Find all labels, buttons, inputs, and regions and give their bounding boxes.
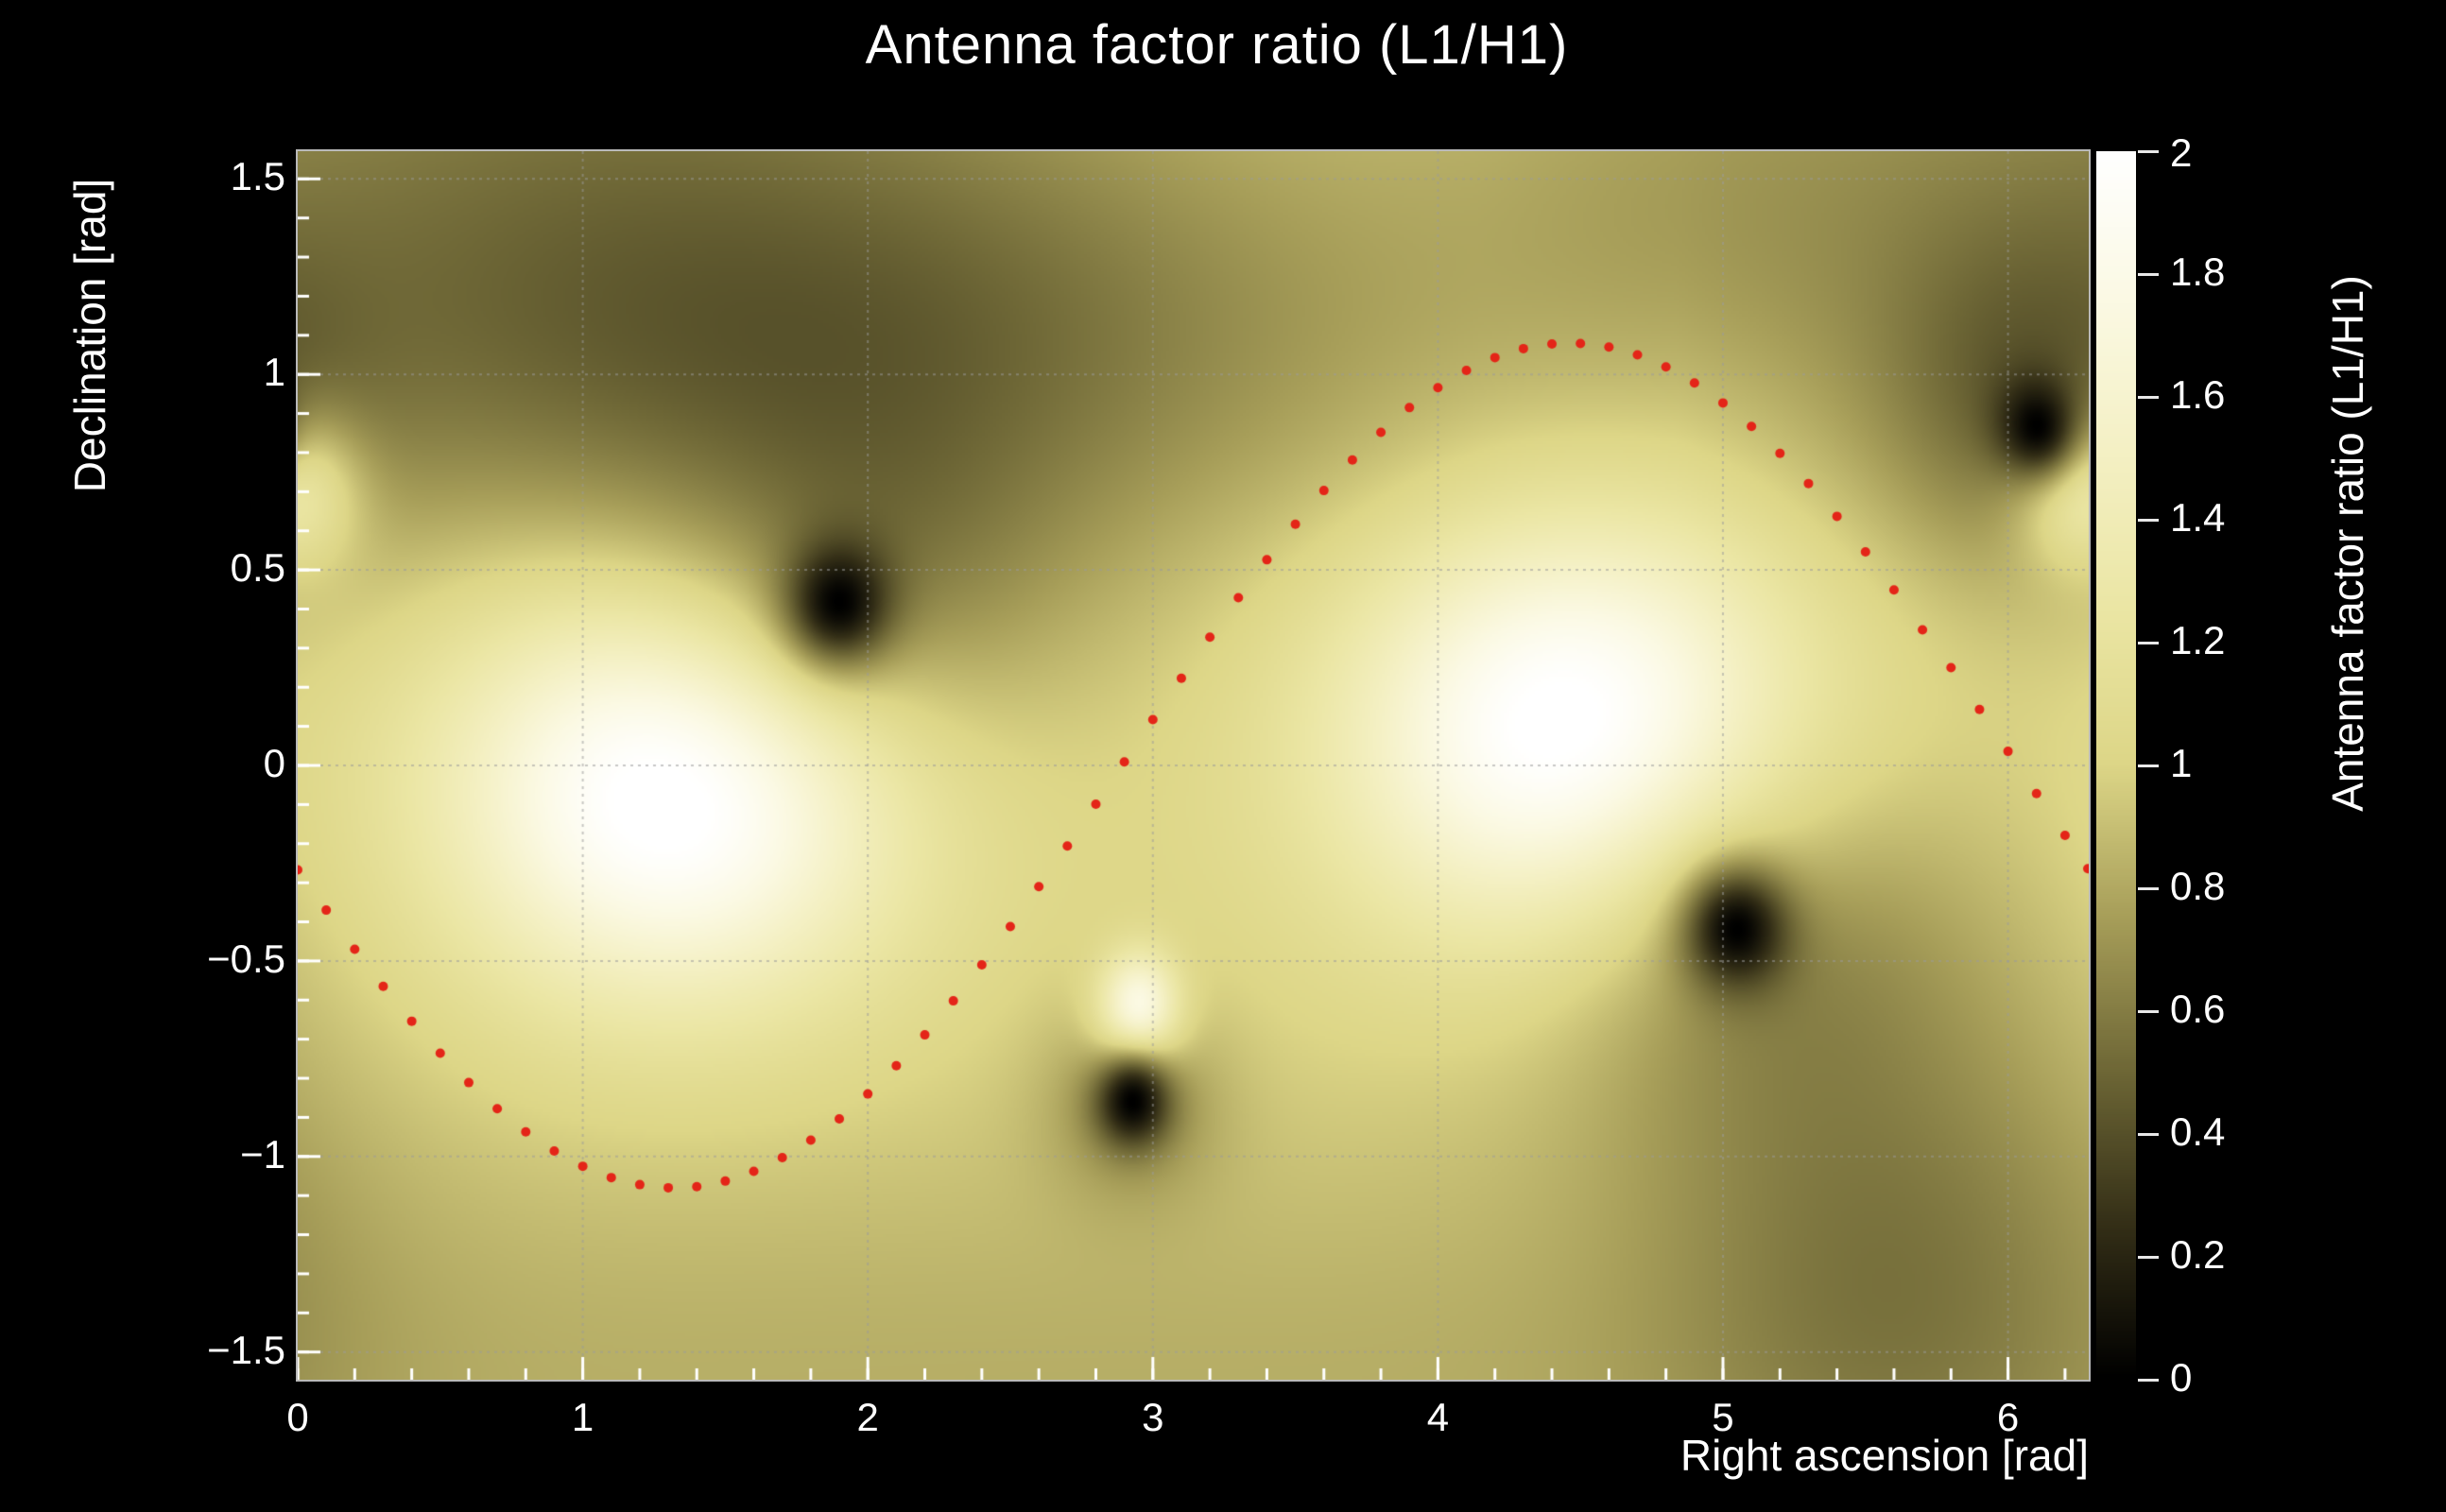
- chart-title: Antenna factor ratio (L1/H1): [865, 14, 1569, 76]
- colorbar-tick: [2138, 273, 2159, 276]
- colorbar-tick: [2138, 642, 2159, 644]
- x-tick-label: 5: [1712, 1395, 1734, 1439]
- y-tick-label: 0: [263, 741, 285, 785]
- colorbar-tick: [2138, 1133, 2159, 1136]
- y-tick-label: −1.5: [207, 1327, 285, 1372]
- colorbar-tick-label: 0.6: [2170, 987, 2226, 1031]
- colorbar-tick-label: 0.4: [2170, 1109, 2226, 1154]
- x-axis-title: Right ascension [rad]: [1679, 1431, 2089, 1480]
- colorbar-tick: [2138, 150, 2159, 153]
- x-tick-label: 6: [1996, 1395, 2020, 1439]
- colorbar-tick: [2138, 1010, 2159, 1013]
- colorbar-tick: [2138, 519, 2159, 522]
- colorbar-tick-label: 1: [2170, 741, 2193, 785]
- colorbar-tick-label: 0.2: [2170, 1232, 2226, 1277]
- colorbar-tick-label: 0: [2170, 1355, 2193, 1400]
- colorbar-tick-label: 1.2: [2170, 618, 2226, 662]
- x-tick-label: 4: [1426, 1395, 1450, 1439]
- x-tick-label: 3: [1142, 1395, 1164, 1439]
- y-tick-label: 1.5: [230, 154, 285, 199]
- colorbar-title: Antenna factor ratio (L1/H1): [2323, 275, 2372, 812]
- x-tick-label: 2: [856, 1395, 879, 1439]
- colorbar-tick: [2138, 887, 2159, 890]
- y-tick-label: 1: [263, 350, 285, 395]
- y-tick-label: 0.5: [230, 545, 285, 591]
- colorbar-tick-label: 1.8: [2170, 249, 2226, 294]
- x-tick-label: 1: [571, 1395, 594, 1439]
- colorbar-tick-label: 0.8: [2170, 864, 2226, 908]
- colorbar-tick-label: 1.4: [2170, 495, 2226, 540]
- colorbar-tick: [2138, 1379, 2159, 1382]
- colorbar-tick: [2138, 1256, 2159, 1259]
- y-axis-title: Declination [rad]: [65, 178, 114, 493]
- plot-area: [296, 149, 2091, 1382]
- overlay-canvas: [298, 151, 2089, 1380]
- y-tick-label: −0.5: [207, 936, 285, 981]
- colorbar-tick-label: 1.6: [2170, 372, 2226, 417]
- colorbar-tick: [2138, 765, 2159, 767]
- y-tick-label: −1: [240, 1131, 285, 1177]
- colorbar: [2096, 151, 2136, 1380]
- colorbar-tick: [2138, 396, 2159, 399]
- x-tick-label: 0: [286, 1395, 309, 1439]
- colorbar-tick-label: 2: [2170, 130, 2193, 175]
